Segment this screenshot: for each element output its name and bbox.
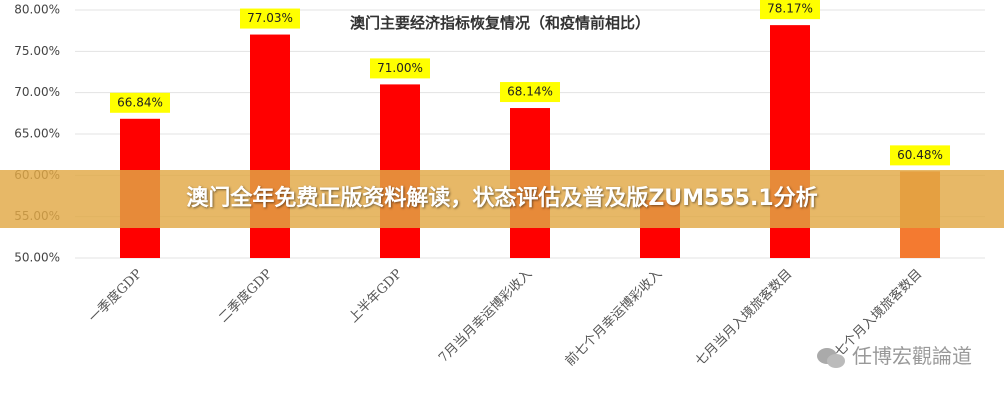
watermark: 任博宏觀論道: [816, 340, 972, 370]
value-label-box: [890, 145, 950, 166]
value-label: 66.84%: [117, 95, 163, 109]
x-tick-label: 前七个月幸运博彩收入: [562, 266, 665, 369]
value-label-box: [240, 8, 300, 29]
value-label-box: [370, 58, 430, 79]
value-label: 78.17%: [767, 2, 813, 16]
banner-text: 澳门全年免费正版资料解读，状态评估及普及版ZUM555.1分析: [186, 186, 818, 211]
y-tick-label: 50.00%: [14, 251, 60, 265]
y-tick-label: 75.00%: [14, 44, 60, 58]
value-label: 60.48%: [897, 148, 943, 162]
x-tick-label: 一季度GDP: [86, 266, 146, 326]
y-tick-label: 65.00%: [14, 127, 60, 141]
y-tick-label: 80.00%: [14, 3, 60, 17]
x-tick-label: 二季度GDP: [216, 266, 276, 326]
value-label: 77.03%: [247, 11, 293, 25]
chart-title: 澳门主要经济指标恢复情况（和疫情前相比）: [350, 14, 650, 32]
value-label: 68.14%: [507, 85, 553, 99]
watermark-text: 任博宏觀論道: [852, 344, 972, 368]
value-label-box: [110, 92, 170, 113]
value-label-box: [760, 0, 820, 20]
value-label: 71.00%: [377, 61, 423, 75]
x-tick-label: 7月当月幸运博彩收入: [436, 267, 535, 366]
banner-background: [0, 170, 1004, 228]
x-tick-label: 上半年GDP: [346, 267, 405, 326]
wechat-icon: [817, 347, 845, 368]
x-tick-label: 七月当月入境旅客数目: [692, 266, 795, 369]
value-label-box: [500, 82, 560, 103]
y-tick-label: 70.00%: [14, 85, 60, 99]
